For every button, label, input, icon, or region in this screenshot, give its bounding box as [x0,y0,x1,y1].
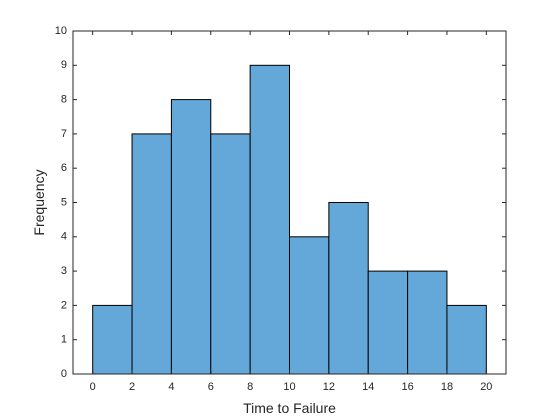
x-tick-label: 2 [129,381,135,393]
histogram-bar [92,304,133,375]
x-tick-label: 16 [401,381,413,393]
y-tick-label: 2 [61,299,67,311]
x-tick-label: 12 [323,381,335,393]
y-tick-label: 1 [61,334,67,346]
bars [92,64,487,375]
y-tick-label: 0 [61,368,67,380]
y-tick-label: 8 [61,94,67,106]
histogram-bar [131,133,172,375]
histogram-bar [328,202,369,375]
x-tick-label: 14 [362,381,374,393]
histogram-bar [249,64,291,375]
x-tick-label: 4 [168,381,174,393]
y-tick-label: 10 [55,25,67,37]
histogram-bar [170,99,212,375]
histogram-bar [446,304,487,375]
x-tick-label: 18 [441,381,453,393]
x-tick-label: 6 [208,381,214,393]
x-axis-label: Time to Failure [243,400,336,416]
y-tick-label: 6 [61,162,67,174]
y-tick-label: 5 [61,196,67,208]
x-tick-label: 20 [480,381,492,393]
y-tick-label: 3 [61,265,67,277]
x-tick-label: 0 [90,381,96,393]
histogram-bar [407,270,448,375]
axes-box [72,30,507,375]
y-tick-label: 9 [61,59,67,71]
y-tick-label: 4 [61,231,67,243]
histogram-bar [367,270,409,375]
y-axis-label: Frequency [31,169,47,235]
x-tick-label: 8 [247,381,253,393]
y-tick-label: 7 [61,128,67,140]
x-tick-label: 10 [283,381,295,393]
histogram-bar [289,236,330,375]
histogram-bar [210,133,251,375]
